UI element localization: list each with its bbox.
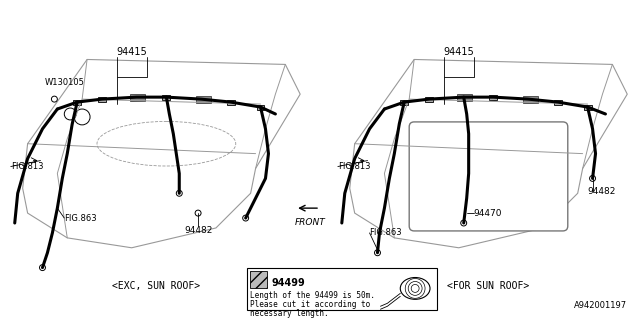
Bar [554,100,562,105]
Text: A942001197: A942001197 [574,301,627,310]
Text: Length of the 94499 is 50m.: Length of the 94499 is 50m. [250,292,374,300]
Text: 94482: 94482 [588,187,616,196]
Bar [227,100,235,105]
Text: 94482: 94482 [184,226,212,235]
Bar [400,100,408,105]
Text: 94415: 94415 [116,47,147,58]
Bar [246,268,437,310]
Text: 94499: 94499 [271,277,305,287]
Bar [73,100,81,105]
Text: FIG.863: FIG.863 [64,213,97,222]
Bar [163,95,170,100]
Bar [130,94,145,101]
Bar [584,105,591,109]
Text: FIG.863: FIG.863 [369,228,402,237]
Bar [257,105,264,109]
Bar [523,96,538,103]
Bar [490,95,497,100]
Text: 94415: 94415 [444,47,474,58]
Text: <EXC, SUN ROOF>: <EXC, SUN ROOF> [113,282,200,292]
Bar [457,94,472,101]
Text: 94470: 94470 [474,209,502,218]
Bar [425,97,433,101]
Bar [98,97,106,101]
FancyBboxPatch shape [409,122,568,231]
Text: FIG.813: FIG.813 [11,162,44,171]
Text: FIG.813: FIG.813 [338,162,371,171]
Text: <FOR SUN ROOF>: <FOR SUN ROOF> [447,282,530,292]
Bar [250,271,268,288]
Bar [196,96,211,103]
Text: necessary length.: necessary length. [250,309,328,318]
Text: Please cut it according to: Please cut it according to [250,300,370,309]
Text: W130105: W130105 [44,78,84,87]
Text: FRONT: FRONT [294,218,326,227]
